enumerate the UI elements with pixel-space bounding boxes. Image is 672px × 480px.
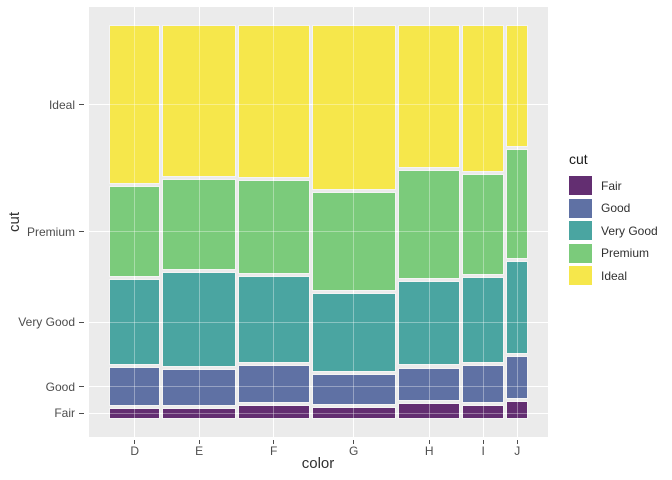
legend-entry-fair[interactable]: Fair	[569, 176, 658, 195]
mosaic-segment-I-fair[interactable]	[463, 405, 503, 418]
x-tick-label: E	[195, 444, 204, 458]
mosaic-segment-I-ideal[interactable]	[463, 26, 503, 172]
x-tick	[516, 440, 518, 444]
legend-entries: Fair Good Very Good Premium Ideal	[569, 176, 658, 285]
mosaic-segment-I-good[interactable]	[463, 365, 503, 402]
y-tick	[79, 231, 84, 233]
x-tick-label: H	[424, 444, 434, 458]
x-tick-label: D	[130, 444, 140, 458]
legend-label: Fair	[601, 178, 622, 193]
legend-swatch	[569, 266, 592, 285]
gridline-y-overlay	[110, 104, 528, 106]
mosaic-segment-G-fair[interactable]	[312, 407, 395, 418]
mosaic-segment-F-very-good[interactable]	[238, 276, 309, 362]
legend-swatch	[569, 221, 592, 240]
mosaic-segment-D-fair[interactable]	[110, 408, 160, 418]
y-tick-label: Ideal	[48, 97, 75, 112]
y-tick	[79, 321, 84, 323]
mosaic-segment-J-ideal[interactable]	[506, 26, 528, 146]
gridline-y-overlay	[110, 412, 528, 414]
x-axis-title: color	[301, 455, 335, 472]
x-tick	[482, 440, 484, 444]
gridline-x-overlay	[428, 26, 430, 418]
legend: cut Fair Good Very Good Premium Ideal	[569, 151, 658, 289]
mosaic-segment-G-premium[interactable]	[312, 192, 395, 290]
mosaic-segment-H-ideal[interactable]	[398, 26, 460, 168]
y-tick-label: Very Good	[18, 315, 75, 330]
mosaic-segment-I-premium[interactable]	[463, 175, 503, 275]
mosaic-segment-H-fair[interactable]	[398, 404, 460, 418]
mosaic-segment-G-good[interactable]	[312, 374, 395, 404]
x-tick	[273, 440, 275, 444]
mosaic-segment-E-very-good[interactable]	[163, 273, 235, 366]
mosaic-segment-F-premium[interactable]	[238, 180, 309, 273]
y-axis-title: cut	[6, 212, 23, 233]
mosaic-segment-H-premium[interactable]	[398, 171, 460, 278]
legend-swatch	[569, 176, 592, 195]
mosaic-segment-G-very-good[interactable]	[312, 294, 395, 371]
mosaic-segment-H-very-good[interactable]	[398, 281, 460, 365]
legend-entry-ideal[interactable]: Ideal	[569, 266, 658, 285]
x-tick-label: J	[514, 444, 521, 458]
legend-label: Ideal	[601, 268, 628, 283]
legend-entry-good[interactable]: Good	[569, 198, 658, 218]
mosaic-segment-D-premium[interactable]	[110, 187, 160, 277]
x-tick	[198, 440, 200, 444]
y-tick	[79, 412, 84, 414]
legend-label: Premium	[601, 246, 650, 260]
mosaic-segment-G-ideal[interactable]	[312, 26, 395, 189]
legend-swatch	[569, 243, 592, 263]
mosaic-segment-J-very-good[interactable]	[506, 262, 528, 353]
mosaic-segment-F-fair[interactable]	[238, 405, 309, 418]
mosaic-segment-F-ideal[interactable]	[238, 26, 309, 177]
gridline-y-overlay	[110, 231, 528, 233]
y-tick	[79, 386, 84, 388]
gridline-x-overlay	[482, 26, 484, 418]
gridline-x-overlay	[273, 26, 275, 418]
mosaic-segment-D-very-good[interactable]	[110, 280, 160, 365]
mosaic-segment-J-fair[interactable]	[506, 402, 528, 418]
mosaic-segment-H-good[interactable]	[398, 368, 460, 401]
legend-label: Very Good	[601, 223, 658, 238]
mosaic-segment-E-ideal[interactable]	[163, 26, 235, 176]
x-tick	[134, 440, 136, 444]
mosaic-segment-D-ideal[interactable]	[110, 26, 160, 184]
mosaic-segment-J-premium[interactable]	[506, 149, 528, 259]
y-tick-label: Premium	[26, 224, 75, 239]
y-tick-label: Good	[45, 379, 75, 394]
gridline-y-overlay	[110, 386, 528, 388]
legend-label: Good	[601, 201, 631, 215]
mosaic-segment-E-premium[interactable]	[163, 179, 235, 270]
x-tick-label: I	[481, 444, 485, 458]
mosaic-segment-F-good[interactable]	[238, 365, 309, 402]
x-tick	[353, 440, 355, 444]
gridline-x-overlay	[198, 26, 200, 418]
mosaic-segment-J-good[interactable]	[506, 356, 528, 399]
mosaic-segment-D-good[interactable]	[110, 368, 160, 405]
legend-entry-very-good[interactable]: Very Good	[569, 221, 658, 240]
gridline-x-overlay	[134, 26, 136, 418]
y-tick-label: Fair	[54, 406, 75, 421]
x-tick-label: F	[270, 444, 278, 458]
legend-entry-premium[interactable]: Premium	[569, 243, 658, 263]
gridline-x-overlay	[353, 26, 355, 418]
legend-title: cut	[569, 151, 588, 167]
legend-swatch	[569, 198, 592, 218]
x-tick-label: G	[349, 444, 359, 458]
mosaic-segment-E-good[interactable]	[163, 369, 235, 406]
gridline-x-overlay	[516, 26, 518, 418]
y-tick	[79, 104, 84, 106]
mosaic-segment-I-very-good[interactable]	[463, 278, 503, 362]
gridline-y-overlay	[110, 321, 528, 323]
mosaic-segment-E-fair[interactable]	[163, 409, 235, 418]
x-tick	[428, 440, 430, 444]
